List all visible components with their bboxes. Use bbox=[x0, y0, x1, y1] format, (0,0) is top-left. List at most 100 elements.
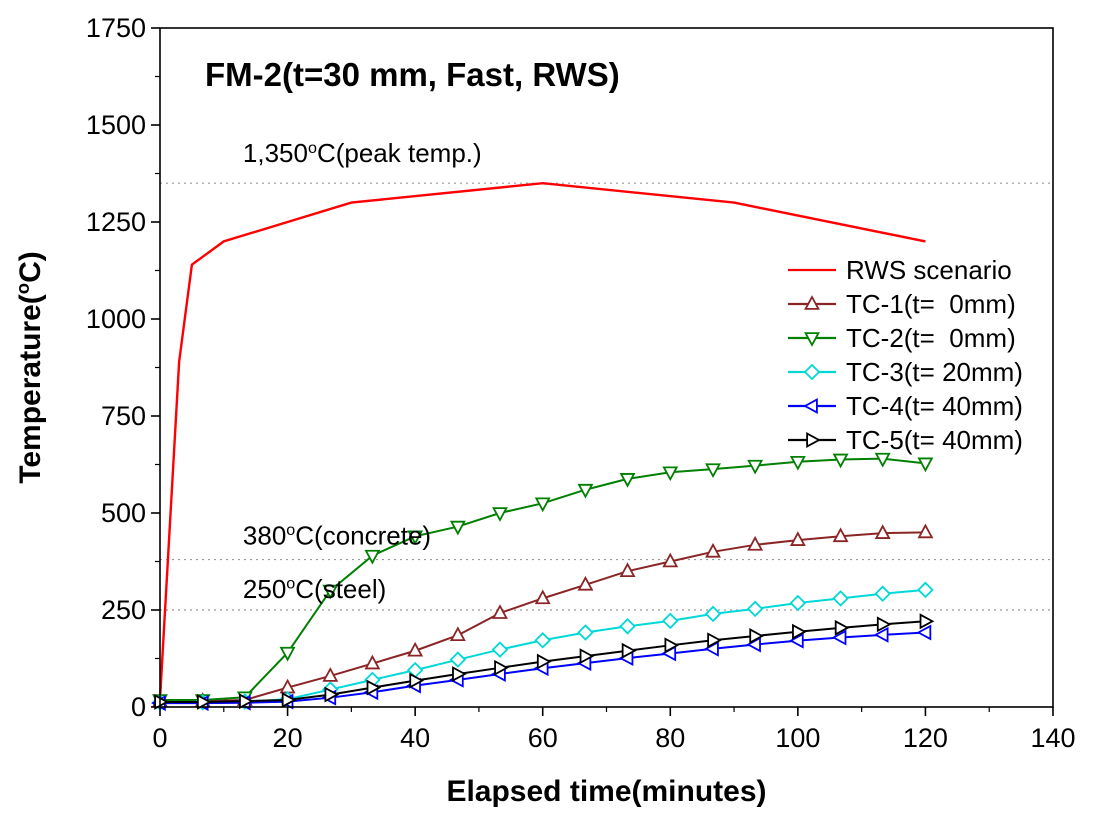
marker bbox=[747, 535, 764, 551]
marker bbox=[239, 693, 254, 710]
marker bbox=[452, 666, 467, 682]
marker bbox=[619, 562, 636, 577]
marker bbox=[874, 452, 891, 468]
marker bbox=[788, 632, 804, 649]
marker bbox=[407, 530, 424, 546]
marker bbox=[577, 575, 594, 591]
marker bbox=[492, 604, 508, 619]
x-axis-label: Elapsed time(minutes) bbox=[446, 775, 766, 808]
marker bbox=[662, 466, 679, 482]
marker bbox=[322, 584, 339, 600]
x-tick-label: 120 bbox=[903, 723, 948, 753]
marker bbox=[449, 520, 466, 536]
y-tick-label: 1500 bbox=[86, 110, 146, 140]
marker bbox=[324, 686, 340, 703]
marker bbox=[577, 624, 594, 641]
marker bbox=[577, 483, 594, 499]
marker bbox=[407, 641, 424, 657]
y-tick-label: 500 bbox=[101, 498, 146, 528]
reference-lines bbox=[160, 182, 1053, 611]
x-axis: 0 20 40 60 80 100 120 140 bbox=[152, 707, 1076, 753]
marker bbox=[874, 524, 891, 539]
marker bbox=[707, 632, 722, 649]
marker bbox=[792, 623, 807, 640]
marker bbox=[279, 646, 296, 662]
marker bbox=[619, 473, 636, 488]
marker bbox=[747, 459, 764, 475]
marker bbox=[364, 654, 381, 670]
reference-label: 380oC(concrete) bbox=[243, 521, 431, 551]
marker bbox=[364, 549, 381, 565]
marker bbox=[803, 363, 821, 381]
legend-label: TC-3(t= 20mm) bbox=[846, 357, 1023, 387]
marker bbox=[705, 542, 721, 558]
series-group bbox=[151, 181, 935, 712]
y-tick-label: 1750 bbox=[86, 13, 146, 43]
legend-label: TC-1(t= 0mm) bbox=[846, 289, 1016, 319]
marker bbox=[873, 626, 889, 643]
marker bbox=[196, 694, 212, 710]
marker bbox=[704, 605, 722, 623]
marker bbox=[579, 648, 595, 665]
marker bbox=[492, 507, 508, 522]
marker bbox=[916, 624, 932, 641]
legend-label: TC-5(t= 40mm) bbox=[846, 425, 1023, 455]
marker bbox=[832, 453, 849, 469]
marker bbox=[749, 628, 765, 644]
marker bbox=[803, 398, 818, 414]
marker bbox=[154, 694, 169, 710]
marker bbox=[874, 585, 891, 602]
marker bbox=[876, 616, 892, 633]
marker bbox=[664, 637, 680, 654]
marker bbox=[662, 612, 679, 630]
marker bbox=[322, 667, 339, 682]
marker bbox=[789, 455, 806, 471]
marker bbox=[804, 295, 820, 310]
marker bbox=[789, 594, 807, 612]
marker bbox=[366, 679, 382, 696]
marker bbox=[746, 600, 764, 618]
marker bbox=[494, 659, 509, 676]
marker bbox=[832, 590, 849, 607]
marker bbox=[619, 618, 636, 635]
annotations: 1,350oC(peak temp.) 380oC(concrete) 250oC(… bbox=[243, 138, 482, 604]
y-tick-label: 750 bbox=[101, 401, 146, 431]
marker bbox=[917, 457, 934, 473]
series-line bbox=[158, 181, 926, 700]
x-tick-label: 100 bbox=[775, 723, 820, 753]
x-tick-label: 60 bbox=[528, 723, 558, 753]
x-tick-label: 0 bbox=[152, 723, 167, 753]
marker bbox=[449, 626, 466, 642]
marker bbox=[491, 641, 509, 658]
reference-label: 1,350oC(peak temp.) bbox=[243, 138, 482, 168]
legend-label: TC-2(t= 0mm) bbox=[846, 323, 1016, 353]
marker bbox=[409, 672, 425, 689]
marker bbox=[534, 589, 551, 605]
y-tick-label: 0 bbox=[131, 692, 146, 722]
marker bbox=[806, 432, 821, 448]
reference-label: 250oC(steel) bbox=[243, 574, 386, 604]
marker bbox=[705, 463, 721, 479]
y-tick-label: 1000 bbox=[86, 304, 146, 334]
y-axis: 0 250 500 750 1000 1250 1500 1750 bbox=[86, 13, 160, 722]
marker bbox=[534, 497, 551, 513]
marker bbox=[662, 552, 679, 568]
x-tick-label: 140 bbox=[1030, 723, 1075, 753]
y-axis-label: Temperature(oC) bbox=[12, 251, 47, 484]
series-line bbox=[160, 531, 926, 703]
marker bbox=[831, 629, 847, 646]
marker bbox=[834, 619, 850, 636]
x-tick-label: 40 bbox=[400, 723, 430, 753]
chart-title: FM-2(t=30 mm, Fast, RWS) bbox=[205, 56, 620, 93]
marker bbox=[917, 581, 934, 599]
marker bbox=[832, 527, 849, 543]
marker bbox=[281, 692, 297, 708]
marker bbox=[804, 332, 820, 347]
marker bbox=[449, 651, 467, 668]
marker bbox=[536, 653, 552, 670]
legend-label: TC-4(t= 40mm) bbox=[846, 391, 1023, 421]
marker bbox=[621, 642, 637, 659]
marker bbox=[917, 523, 934, 539]
